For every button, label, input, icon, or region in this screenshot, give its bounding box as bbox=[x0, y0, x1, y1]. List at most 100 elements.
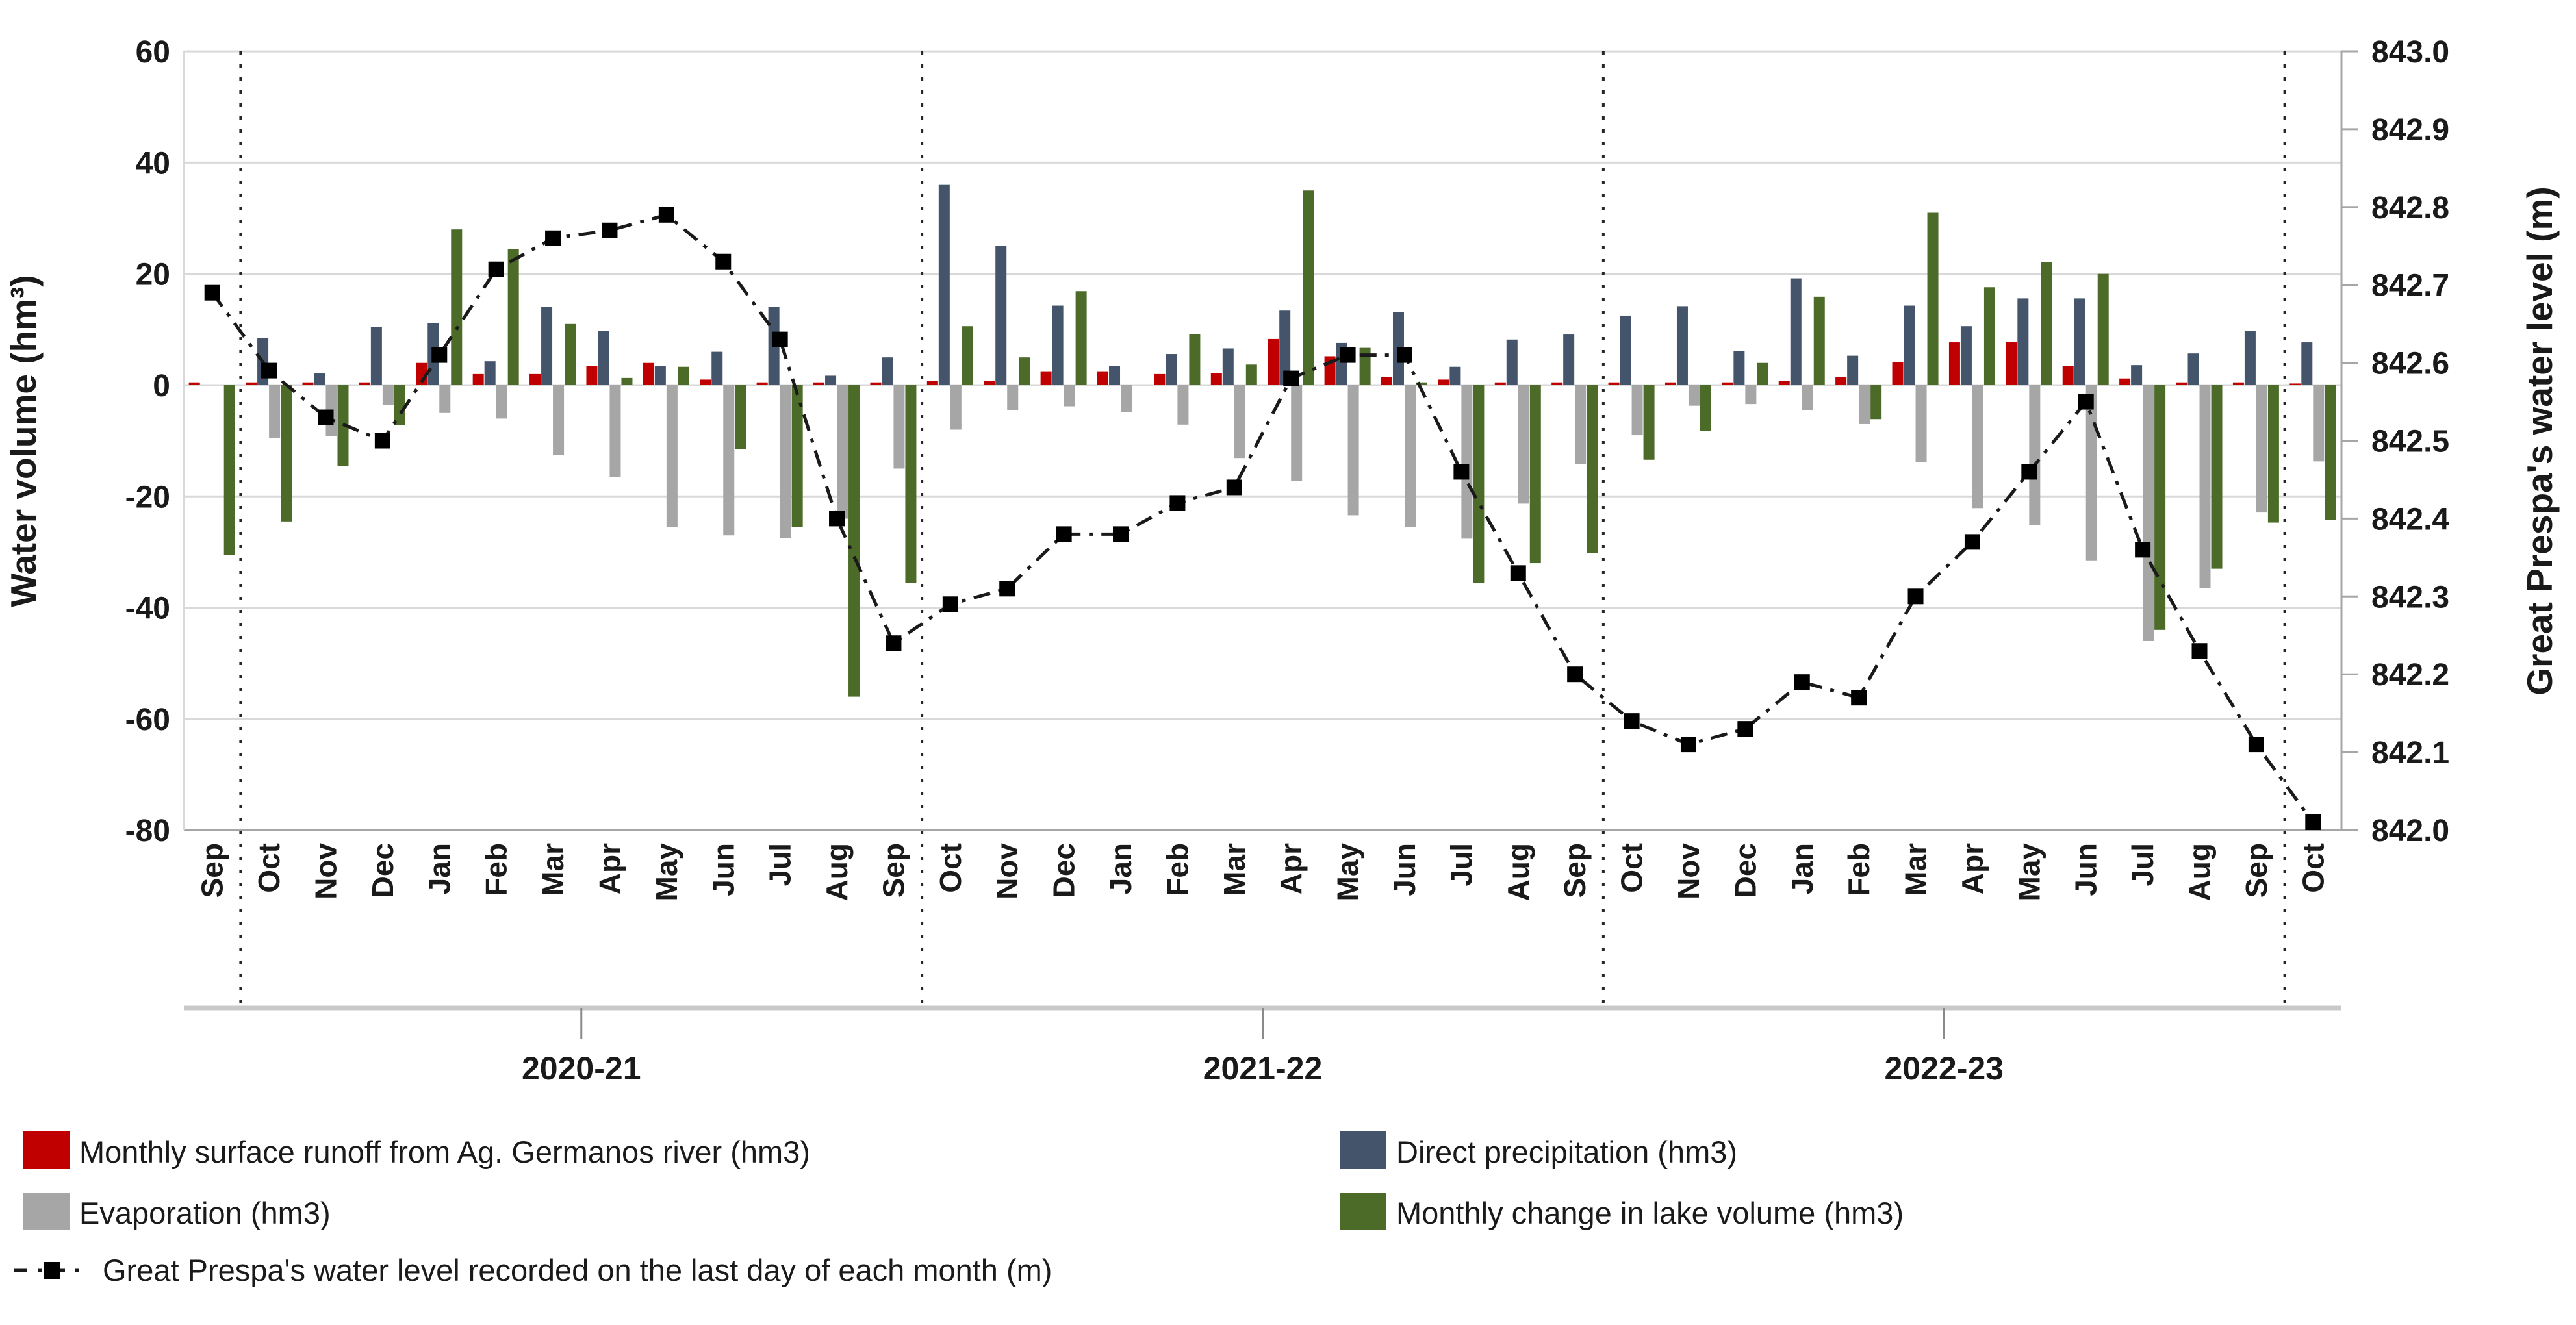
bar-evaporation bbox=[1461, 385, 1473, 539]
month-label: Jun bbox=[2069, 843, 2103, 896]
bar-volume-change bbox=[1303, 190, 1314, 385]
water-level-marker bbox=[715, 253, 732, 270]
legend-label-evaporation: Evaporation (hm3) bbox=[79, 1196, 331, 1230]
axes: 60 40 20 0 -20 -40 -60 -80 843.0 842.9 842.8 842.7 8… bbox=[125, 35, 2450, 1087]
bar-precipitation bbox=[1620, 315, 1631, 385]
bar-volume-change bbox=[1870, 385, 1882, 420]
bar-precipitation bbox=[1052, 305, 1064, 385]
water-level-marker bbox=[1964, 534, 1980, 550]
bar-precipitation bbox=[1904, 305, 1915, 385]
bar-runoff bbox=[1551, 382, 1563, 385]
month-label: Dec bbox=[1728, 843, 1762, 898]
bar-precipitation bbox=[2244, 331, 2256, 385]
bar-runoff bbox=[302, 382, 314, 385]
legend-label-water-level: Great Prespa's water level recorded on t… bbox=[103, 1253, 1052, 1287]
right-axis-tick-label: 842.9 bbox=[2371, 113, 2449, 147]
bar-evaporation bbox=[1972, 385, 1983, 509]
bar-precipitation bbox=[2187, 353, 2199, 385]
bar-volume-change bbox=[1529, 385, 1541, 564]
bar-runoff bbox=[1381, 377, 1392, 385]
bar-precipitation bbox=[1109, 366, 1121, 385]
left-axis-title: Water volume (hm³) bbox=[3, 275, 44, 607]
bar-runoff bbox=[2176, 382, 2187, 385]
bar-runoff bbox=[472, 373, 484, 385]
bar-volume-change bbox=[621, 377, 633, 385]
bar-volume-change bbox=[2325, 385, 2336, 520]
bar-volume-change bbox=[507, 249, 519, 385]
month-label: Oct bbox=[934, 843, 967, 893]
left-axis-tick-label: -80 bbox=[125, 814, 170, 848]
water-level-marker bbox=[1680, 737, 1696, 753]
water-level-marker bbox=[1453, 464, 1470, 480]
bar-evaporation bbox=[2256, 385, 2267, 513]
bar-evaporation bbox=[2313, 385, 2325, 462]
bar-evaporation bbox=[269, 385, 281, 438]
bar-runoff bbox=[1664, 382, 1676, 385]
bar-evaporation bbox=[1064, 385, 1075, 407]
bar-runoff bbox=[2062, 366, 2074, 385]
water-level-marker bbox=[1396, 347, 1412, 363]
month-label: Jan bbox=[422, 843, 456, 894]
month-label: Sep bbox=[2239, 843, 2273, 898]
month-label: Aug bbox=[2183, 843, 2217, 901]
water-level-marker bbox=[261, 362, 277, 379]
bar-runoff bbox=[529, 373, 541, 385]
bar-volume-change bbox=[678, 366, 689, 385]
bar-evaporation bbox=[609, 385, 621, 477]
month-label: Jul bbox=[763, 843, 797, 886]
gridlines bbox=[184, 50, 2341, 831]
water-level-marker bbox=[1169, 495, 1186, 511]
bar-runoff bbox=[1210, 373, 1222, 385]
month-label: Jan bbox=[1104, 843, 1138, 894]
water-level-marker bbox=[602, 222, 618, 238]
bar-volume-change bbox=[905, 385, 917, 583]
month-label: Mar bbox=[536, 843, 570, 896]
month-label: Feb bbox=[1842, 843, 1876, 896]
bar-precipitation bbox=[314, 373, 325, 385]
left-axis-tick-label: -40 bbox=[125, 592, 170, 626]
month-label: Aug bbox=[820, 843, 854, 901]
bar-evaporation bbox=[439, 385, 451, 413]
month-label: May bbox=[650, 843, 683, 902]
bar-precipitation bbox=[2301, 342, 2313, 385]
bar-runoff bbox=[1040, 371, 1052, 385]
bar-volume-change bbox=[1359, 347, 1371, 385]
water-level-marker bbox=[488, 261, 504, 277]
water-level-marker bbox=[2191, 643, 2208, 659]
bar-runoff bbox=[1494, 382, 1506, 385]
right-axis-tick-label: 842.7 bbox=[2371, 269, 2449, 303]
bar-volume-change bbox=[281, 385, 292, 522]
bar-precipitation bbox=[1676, 306, 1688, 385]
water-level-marker bbox=[1283, 370, 1299, 386]
bar-evaporation bbox=[2029, 385, 2041, 525]
month-label: Nov bbox=[990, 843, 1024, 900]
right-axis-title: Great Prespa's water level (m) bbox=[2519, 186, 2560, 695]
legend-label-runoff: Monthly surface runoff from Ag. Germanos… bbox=[79, 1135, 810, 1169]
bar-precipitation bbox=[1847, 355, 1859, 385]
month-label: Feb bbox=[1160, 843, 1194, 896]
right-axis-tick-label: 842.8 bbox=[2371, 191, 2449, 225]
bar-volume-change bbox=[1075, 291, 1087, 385]
legend-label-precipitation: Direct precipitation (hm3) bbox=[1396, 1135, 1737, 1169]
legend-item-precipitation: Direct precipitation (hm3) bbox=[1340, 1131, 1737, 1169]
right-axis-tick-label: 842.1 bbox=[2371, 736, 2449, 770]
bar-runoff bbox=[1835, 377, 1847, 385]
water-level-marker bbox=[204, 284, 220, 301]
bar-precipitation bbox=[2131, 365, 2143, 385]
bar-volume-change bbox=[1587, 385, 1598, 553]
bar-evaporation bbox=[666, 385, 678, 527]
legend-item-volume-change: Monthly change in lake volume (hm3) bbox=[1340, 1192, 1904, 1230]
bar-precipitation bbox=[598, 331, 609, 385]
month-label: Oct bbox=[1615, 843, 1649, 893]
bar-evaporation bbox=[1404, 385, 1416, 527]
bar-evaporation bbox=[1177, 385, 1189, 425]
bar-runoff bbox=[1154, 373, 1166, 385]
month-label: Jun bbox=[1388, 843, 1422, 896]
month-label: Dec bbox=[366, 843, 400, 898]
bar-precipitation bbox=[2074, 298, 2085, 385]
bar-evaporation bbox=[780, 385, 791, 538]
bar-volume-change bbox=[2154, 385, 2166, 630]
month-label: Mar bbox=[1218, 843, 1251, 896]
right-axis-tick-label: 842.6 bbox=[2371, 347, 2449, 381]
